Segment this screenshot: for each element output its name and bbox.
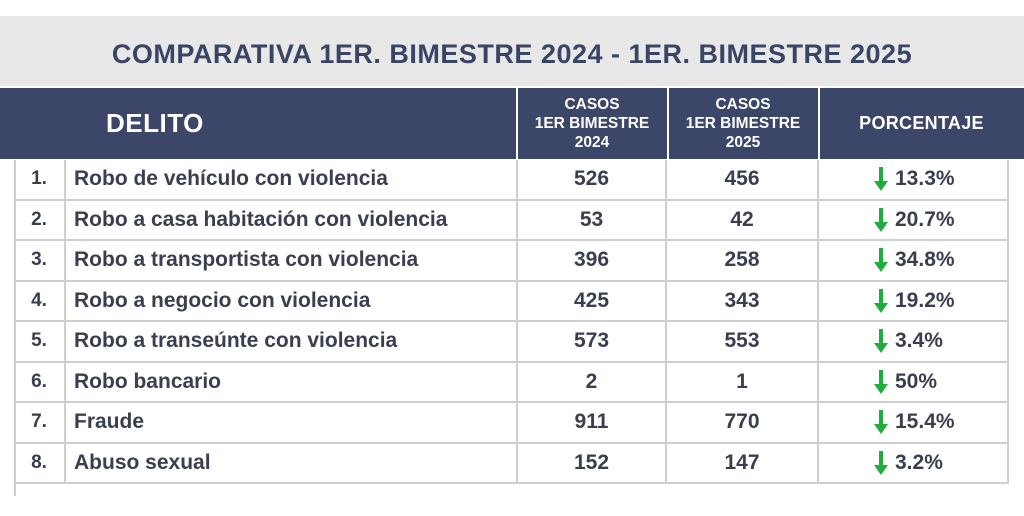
cases-2025: 553 [667,322,819,361]
header-divider [516,88,518,159]
crime-name: Fraude [66,403,518,442]
cases-2024: 526 [518,160,667,199]
page-title: COMPARATIVA 1ER. BIMESTRE 2024 - 1ER. BI… [111,38,913,69]
header-delito: DELITO [106,108,204,138]
down-arrow-icon [874,450,888,475]
percentage-value: 50% [895,369,938,393]
percentage-value: 13.3% [895,167,955,191]
header-2024-line2: 1ER BIMESTRE [534,115,650,132]
crime-name: Robo a transeúnte con violencia [66,322,518,361]
cases-2025: 770 [667,403,819,442]
table-row: 7. Fraude 911 770 15.4% [14,403,1009,444]
percentage-value: 3.4% [895,329,943,353]
down-arrow-icon [874,248,888,273]
row-number: 5. [14,322,66,361]
header-2025-line1: CASOS [715,96,771,113]
table-row: 8. Abuso sexual 152 147 3.2% [14,443,1009,484]
cases-2025: 1 [667,362,819,401]
cases-2025: 258 [667,241,819,280]
percentage-value: 20.7% [895,207,955,231]
header-2025-line2: 1ER BIMESTRE [685,115,801,132]
table-header: DELITO CASOS 1ER BIMESTRE 2024 CASOS 1ER… [0,88,1024,159]
table-row: 2. Robo a casa habitación con violencia 53… [14,200,1009,241]
crime-name: Robo a casa habitación con violencia [66,200,518,239]
crime-name: Robo bancario [66,362,518,401]
crime-name: Abuso sexual [66,443,518,482]
header-divider [667,88,669,159]
down-arrow-icon [874,410,888,435]
percentage-cell: 3.2% [819,443,1009,482]
percentage-cell: 50% [819,362,1009,401]
header-divider [818,88,820,159]
cases-2024: 396 [518,241,667,280]
crime-name: Robo a negocio con violencia [66,281,518,320]
title-band: COMPARATIVA 1ER. BIMESTRE 2024 - 1ER. BI… [0,16,1024,86]
down-arrow-icon [874,167,888,192]
row-number: 3. [14,241,66,280]
down-arrow-icon [874,329,888,354]
table-row: 4. Robo a negocio con violencia 425 343 19.2… [14,281,1009,322]
table-row: 1. Robo de vehículo con violencia 526 456 13… [14,160,1009,201]
table-row: 5. Robo a transeúnte con violencia 573 553 3… [14,322,1009,363]
down-arrow-icon [874,207,888,232]
cases-2025: 42 [667,200,819,239]
cases-2024: 2 [518,362,667,401]
row-number: 8. [14,443,66,482]
header-casos-2024: CASOS 1ER BIMESTRE 2024 [517,88,667,159]
header-2024-line3: 2024 [574,134,610,151]
percentage-value: 19.2% [895,288,955,312]
percentage-value: 3.2% [895,450,943,474]
percentage-value: 34.8% [895,248,955,272]
percentage-cell: 34.8% [819,241,1009,280]
cases-2024: 152 [518,443,667,482]
table-row: 6. Robo bancario 2 1 50% [14,362,1009,403]
crime-name: Robo de vehículo con violencia [66,160,518,199]
header-2024-line1: CASOS [564,96,620,113]
cases-2025: 456 [667,160,819,199]
cases-2025: 343 [667,281,819,320]
percentage-cell: 20.7% [819,200,1009,239]
percentage-value: 15.4% [895,410,955,434]
cases-2025: 147 [667,443,819,482]
percentage-cell: 15.4% [819,403,1009,442]
cases-2024: 425 [518,281,667,320]
header-casos-2025: CASOS 1ER BIMESTRE 2025 [668,88,818,159]
row-number: 1. [14,160,66,199]
header-2025-line3: 2025 [725,134,761,151]
row-number: 7. [14,403,66,442]
cases-2024: 53 [518,200,667,239]
header-porcentaje: PORCENTAJE [859,113,984,133]
data-table: 1. Robo de vehículo con violencia 526 456 13… [14,160,1009,484]
crime-name: Robo a transportista con violencia [66,241,518,280]
cases-2024: 911 [518,403,667,442]
down-arrow-icon [874,288,888,313]
percentage-cell: 13.3% [819,160,1009,199]
cases-2024: 573 [518,322,667,361]
row-number: 6. [14,362,66,401]
row-number: 4. [14,281,66,320]
row-number: 2. [14,200,66,239]
down-arrow-icon [874,369,888,394]
percentage-cell: 19.2% [819,281,1009,320]
table-row: 3. Robo a transportista con violencia 396 2… [14,241,1009,282]
percentage-cell: 3.4% [819,322,1009,361]
